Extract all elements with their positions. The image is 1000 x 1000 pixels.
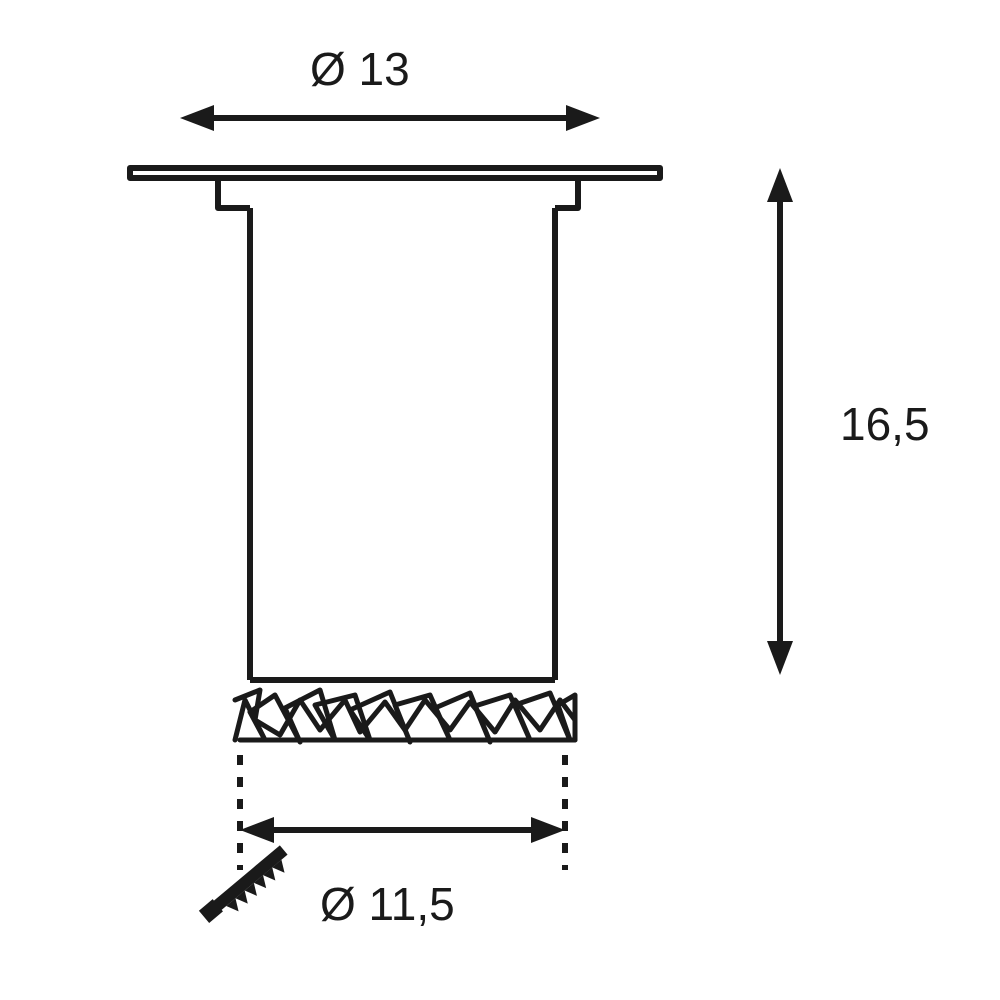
dim-top-diameter: Ø 13	[180, 43, 600, 131]
dimension-diagram: Ø 13 16,5 Ø 11,5	[0, 0, 1000, 1000]
fixture-flange	[130, 168, 660, 178]
dim-right-height: 16,5	[767, 168, 930, 675]
dim-top-label: Ø 13	[310, 43, 410, 95]
dim-bottom-label: Ø 11,5	[320, 878, 455, 930]
saw-icon	[199, 844, 295, 931]
fixture-collar-right	[555, 178, 578, 208]
fixture-collar-left	[218, 178, 250, 208]
dim-bottom-diameter: Ø 11,5	[240, 755, 565, 930]
dim-right-label: 16,5	[840, 398, 930, 450]
gravel-band	[235, 690, 575, 742]
fixture-body	[250, 208, 555, 680]
